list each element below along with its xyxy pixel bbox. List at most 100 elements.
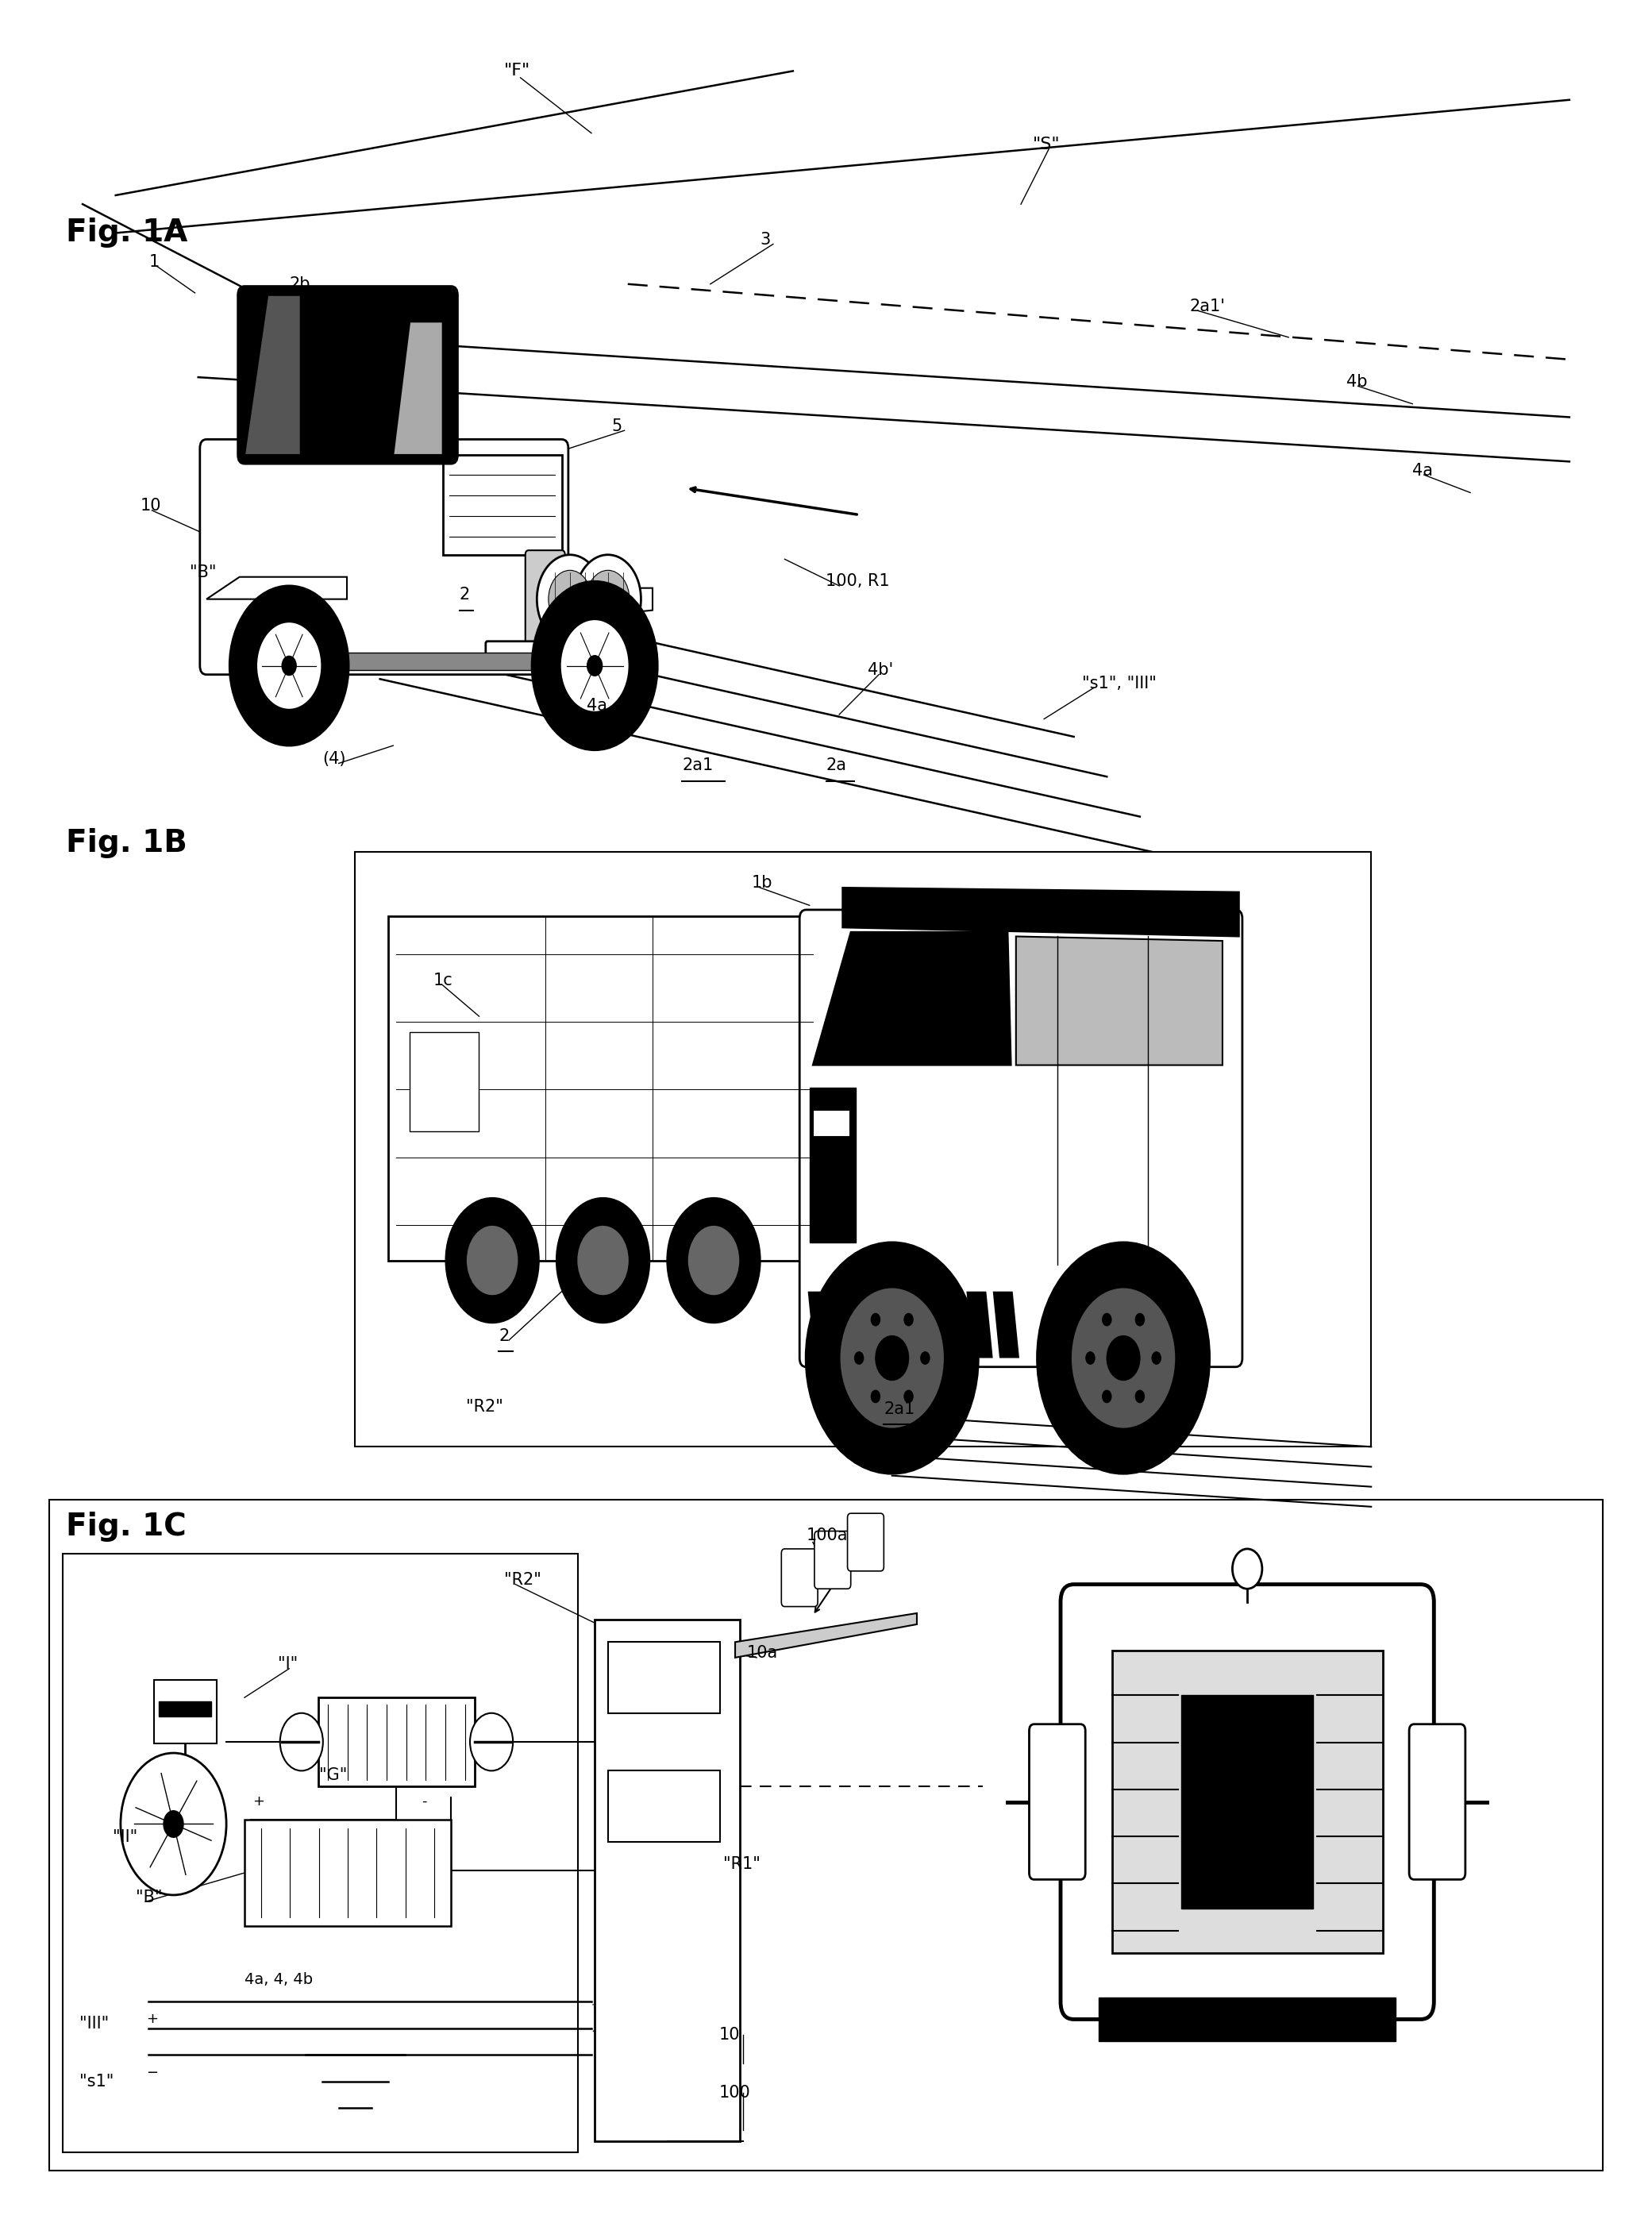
Text: (4): (4) [322,750,345,768]
Text: 4b: 4b [1346,373,1368,391]
FancyBboxPatch shape [847,1513,884,1571]
Text: "I": "I" [278,1655,297,1673]
Text: 1c: 1c [433,972,453,990]
Polygon shape [940,1291,966,1358]
Circle shape [1135,1314,1145,1327]
Text: 10a: 10a [747,1644,778,1662]
Circle shape [446,1198,539,1323]
Text: 4b': 4b' [867,661,892,679]
Polygon shape [244,295,301,455]
Circle shape [1102,1314,1112,1327]
Circle shape [1102,1389,1112,1402]
Text: 100: 100 [719,2084,750,2101]
Polygon shape [914,1291,940,1358]
FancyBboxPatch shape [355,852,1371,1447]
Text: F: F [1214,912,1224,930]
FancyBboxPatch shape [63,1553,578,2152]
Circle shape [1107,1336,1140,1380]
Text: "II": "II" [112,1828,137,1846]
Text: Fig. 1A: Fig. 1A [66,217,188,249]
Circle shape [557,1198,649,1323]
Polygon shape [393,322,443,455]
FancyBboxPatch shape [814,1531,851,1589]
FancyBboxPatch shape [595,1620,740,2141]
Circle shape [871,1314,881,1327]
Text: "B": "B" [135,1888,162,1906]
Circle shape [532,581,657,750]
FancyBboxPatch shape [1112,1651,1383,1953]
Circle shape [920,1351,930,1365]
FancyBboxPatch shape [154,1680,216,1744]
Text: 4a: 4a [586,697,606,715]
Circle shape [537,555,603,644]
Text: +: + [253,1795,264,1808]
Text: 2a1': 2a1' [1189,297,1226,315]
Text: 2: 2 [499,1327,509,1345]
Circle shape [586,570,629,628]
Polygon shape [813,932,1011,1065]
Text: 5: 5 [611,417,621,435]
Circle shape [854,1351,864,1365]
Text: "s1", "III": "s1", "III" [1082,675,1156,692]
Text: 1b: 1b [752,874,773,892]
Polygon shape [206,577,347,599]
Polygon shape [735,1613,917,1658]
FancyBboxPatch shape [525,550,565,648]
Circle shape [548,570,591,628]
Text: +: + [145,2013,159,2026]
Text: 2: 2 [459,586,469,604]
Text: "G": "G" [319,1766,347,1784]
FancyBboxPatch shape [1061,1584,1434,2019]
Text: "s1": "s1" [79,2073,114,2090]
Text: 2a1: 2a1 [682,757,714,774]
FancyBboxPatch shape [781,1549,818,1607]
FancyBboxPatch shape [388,916,818,1260]
Circle shape [876,1336,909,1380]
Circle shape [560,619,629,712]
Circle shape [871,1389,881,1402]
FancyBboxPatch shape [800,910,1242,1367]
FancyBboxPatch shape [200,439,568,675]
Circle shape [904,1389,914,1402]
Text: 100, R1: 100, R1 [826,573,890,590]
Circle shape [466,1225,519,1296]
FancyBboxPatch shape [159,1702,211,1715]
Polygon shape [887,1291,914,1358]
Text: 4a: 4a [1412,462,1432,479]
Circle shape [806,1243,978,1473]
Text: −: − [145,2066,159,2079]
Polygon shape [1016,936,1222,1065]
FancyBboxPatch shape [1409,1724,1465,1879]
Circle shape [586,655,603,677]
Polygon shape [966,1291,993,1358]
Circle shape [1135,1389,1145,1402]
Text: 10: 10 [140,497,162,515]
FancyBboxPatch shape [608,1771,720,1842]
FancyBboxPatch shape [319,1698,476,1786]
Text: 100a: 100a [806,1527,847,1544]
FancyBboxPatch shape [410,1032,479,1132]
Circle shape [667,1198,760,1323]
Circle shape [577,1225,629,1296]
FancyBboxPatch shape [809,1087,856,1243]
Text: 2b: 2b [289,275,311,293]
FancyBboxPatch shape [1029,1724,1085,1879]
Circle shape [469,1713,512,1771]
Circle shape [904,1314,914,1327]
Circle shape [256,621,322,710]
Text: "R2": "R2" [504,1571,542,1589]
FancyBboxPatch shape [1181,1695,1313,1908]
Circle shape [1151,1351,1161,1365]
FancyBboxPatch shape [238,286,458,464]
Circle shape [1070,1287,1176,1429]
Circle shape [575,555,641,644]
Circle shape [1232,1549,1262,1589]
Text: -: - [421,1795,426,1808]
Text: 2a1: 2a1 [884,1400,915,1418]
FancyBboxPatch shape [1099,1997,1396,2041]
Text: "S": "S" [1032,135,1061,153]
Circle shape [1037,1243,1209,1473]
Circle shape [164,1811,183,1837]
Text: 1: 1 [149,253,159,271]
FancyBboxPatch shape [248,652,537,670]
